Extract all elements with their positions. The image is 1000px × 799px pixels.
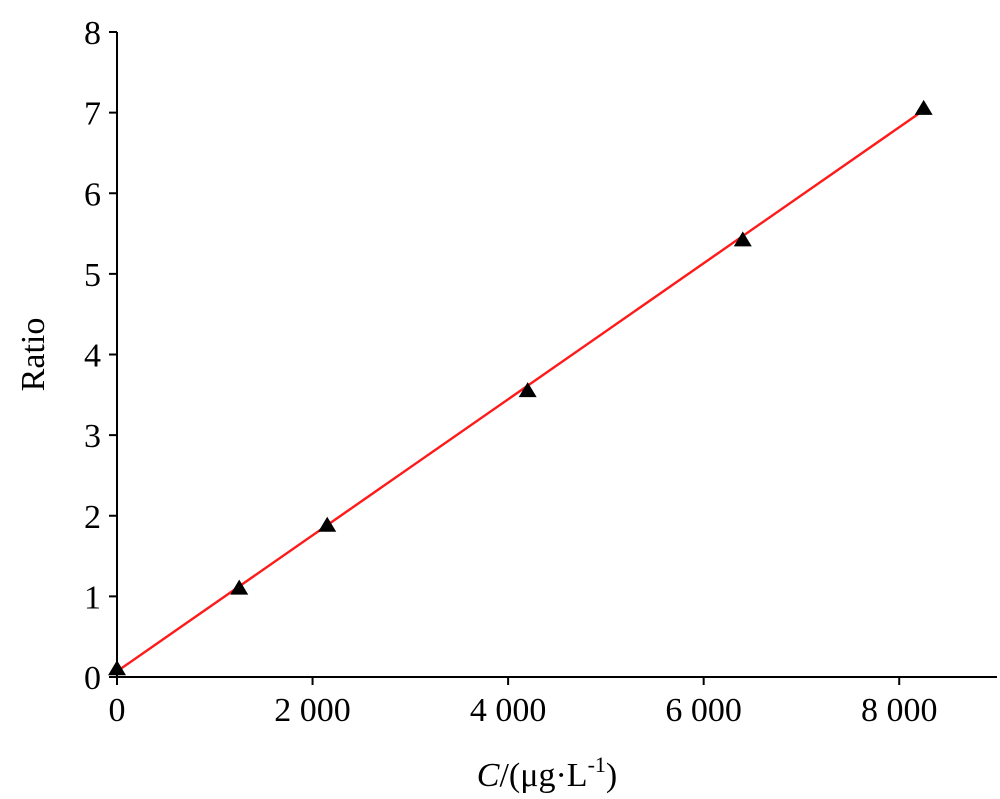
x-tick-label: 8 000	[861, 692, 938, 729]
x-ticks: 0 2 000 4 000 6 000 8 000	[109, 677, 938, 729]
y-tick-label: 7	[84, 96, 101, 133]
y-axis-title: Ratio	[15, 318, 52, 392]
fit-line-group	[116, 109, 925, 673]
x-axis-title-close: )	[606, 757, 617, 794]
y-tick-label: 4	[84, 338, 101, 375]
y-tick-label: 8	[84, 15, 101, 52]
y-tick-label: 6	[84, 176, 101, 213]
data-point	[914, 99, 933, 115]
x-axis-title-unit: /(μg·L	[499, 757, 587, 794]
data-point	[733, 231, 752, 247]
y-ticks: 0 1 2 3 4 5 6 7 8	[84, 15, 117, 697]
data-point	[230, 579, 249, 595]
y-tick-label: 0	[84, 660, 101, 697]
y-tick-label: 3	[84, 418, 101, 455]
x-tick-label: 4 000	[470, 692, 547, 729]
y-tick-label: 1	[84, 579, 101, 616]
x-axis-title-exponent: -1	[588, 752, 606, 777]
x-tick-label: 2 000	[274, 692, 351, 729]
x-tick-label: 0	[109, 692, 126, 729]
data-point	[518, 382, 537, 398]
data-point	[318, 516, 337, 532]
x-axis-title: C/(μg·L-1)	[477, 752, 617, 794]
y-tick-label: 5	[84, 257, 101, 294]
x-axis-title-symbol: C	[477, 757, 500, 794]
data-point	[108, 660, 126, 676]
x-tick-label: 6 000	[665, 692, 742, 729]
data-points	[108, 99, 933, 676]
fit-line	[116, 109, 925, 673]
y-tick-label: 2	[84, 499, 101, 536]
